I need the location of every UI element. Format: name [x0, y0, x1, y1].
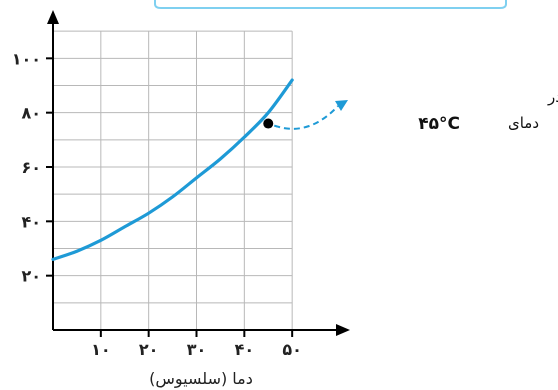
x-tick-label: ۵۰ [282, 340, 302, 359]
x-axis-title: دما (سلسیوس) [149, 369, 253, 389]
grid [53, 30, 293, 330]
x-axis-arrow [336, 324, 350, 336]
top-frame-fragment [154, 0, 507, 9]
x-tick-label: ۲۰ [139, 340, 159, 359]
annotation-line2-value: ۴۵°C [418, 114, 460, 134]
y-tick-label: ۶۰ [21, 158, 41, 177]
tick-marks [46, 57, 294, 337]
annotation-line1: مقدار حل‌شدهٔ نمک در [547, 88, 558, 106]
highlight-point [263, 118, 274, 129]
x-tick-label: ۱۰ [91, 340, 111, 359]
x-tick-label: ۴۰ [235, 340, 255, 359]
tick-labels: ۲۰ ۴۰ ۶۰ ۸۰ ۱۰۰ ۱۰ ۲۰ ۳۰ ۴۰ ۵۰ [12, 49, 302, 359]
annotation-line2-text: دمای [508, 114, 539, 132]
solubility-curve [51, 78, 294, 261]
y-tick-label: ۲۰ [21, 267, 41, 286]
annotation-pointer-arrowhead [335, 100, 348, 111]
y-tick-label: ۱۰۰ [12, 49, 41, 68]
y-axis-arrow [47, 10, 59, 24]
annotation-pointer [273, 105, 339, 130]
y-tick-label: ۴۰ [21, 212, 41, 231]
y-tick-label: ۸۰ [21, 104, 41, 123]
x-tick-label: ۳۰ [187, 340, 207, 359]
